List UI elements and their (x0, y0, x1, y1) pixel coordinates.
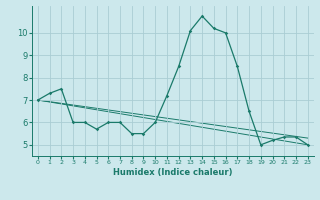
X-axis label: Humidex (Indice chaleur): Humidex (Indice chaleur) (113, 168, 233, 177)
